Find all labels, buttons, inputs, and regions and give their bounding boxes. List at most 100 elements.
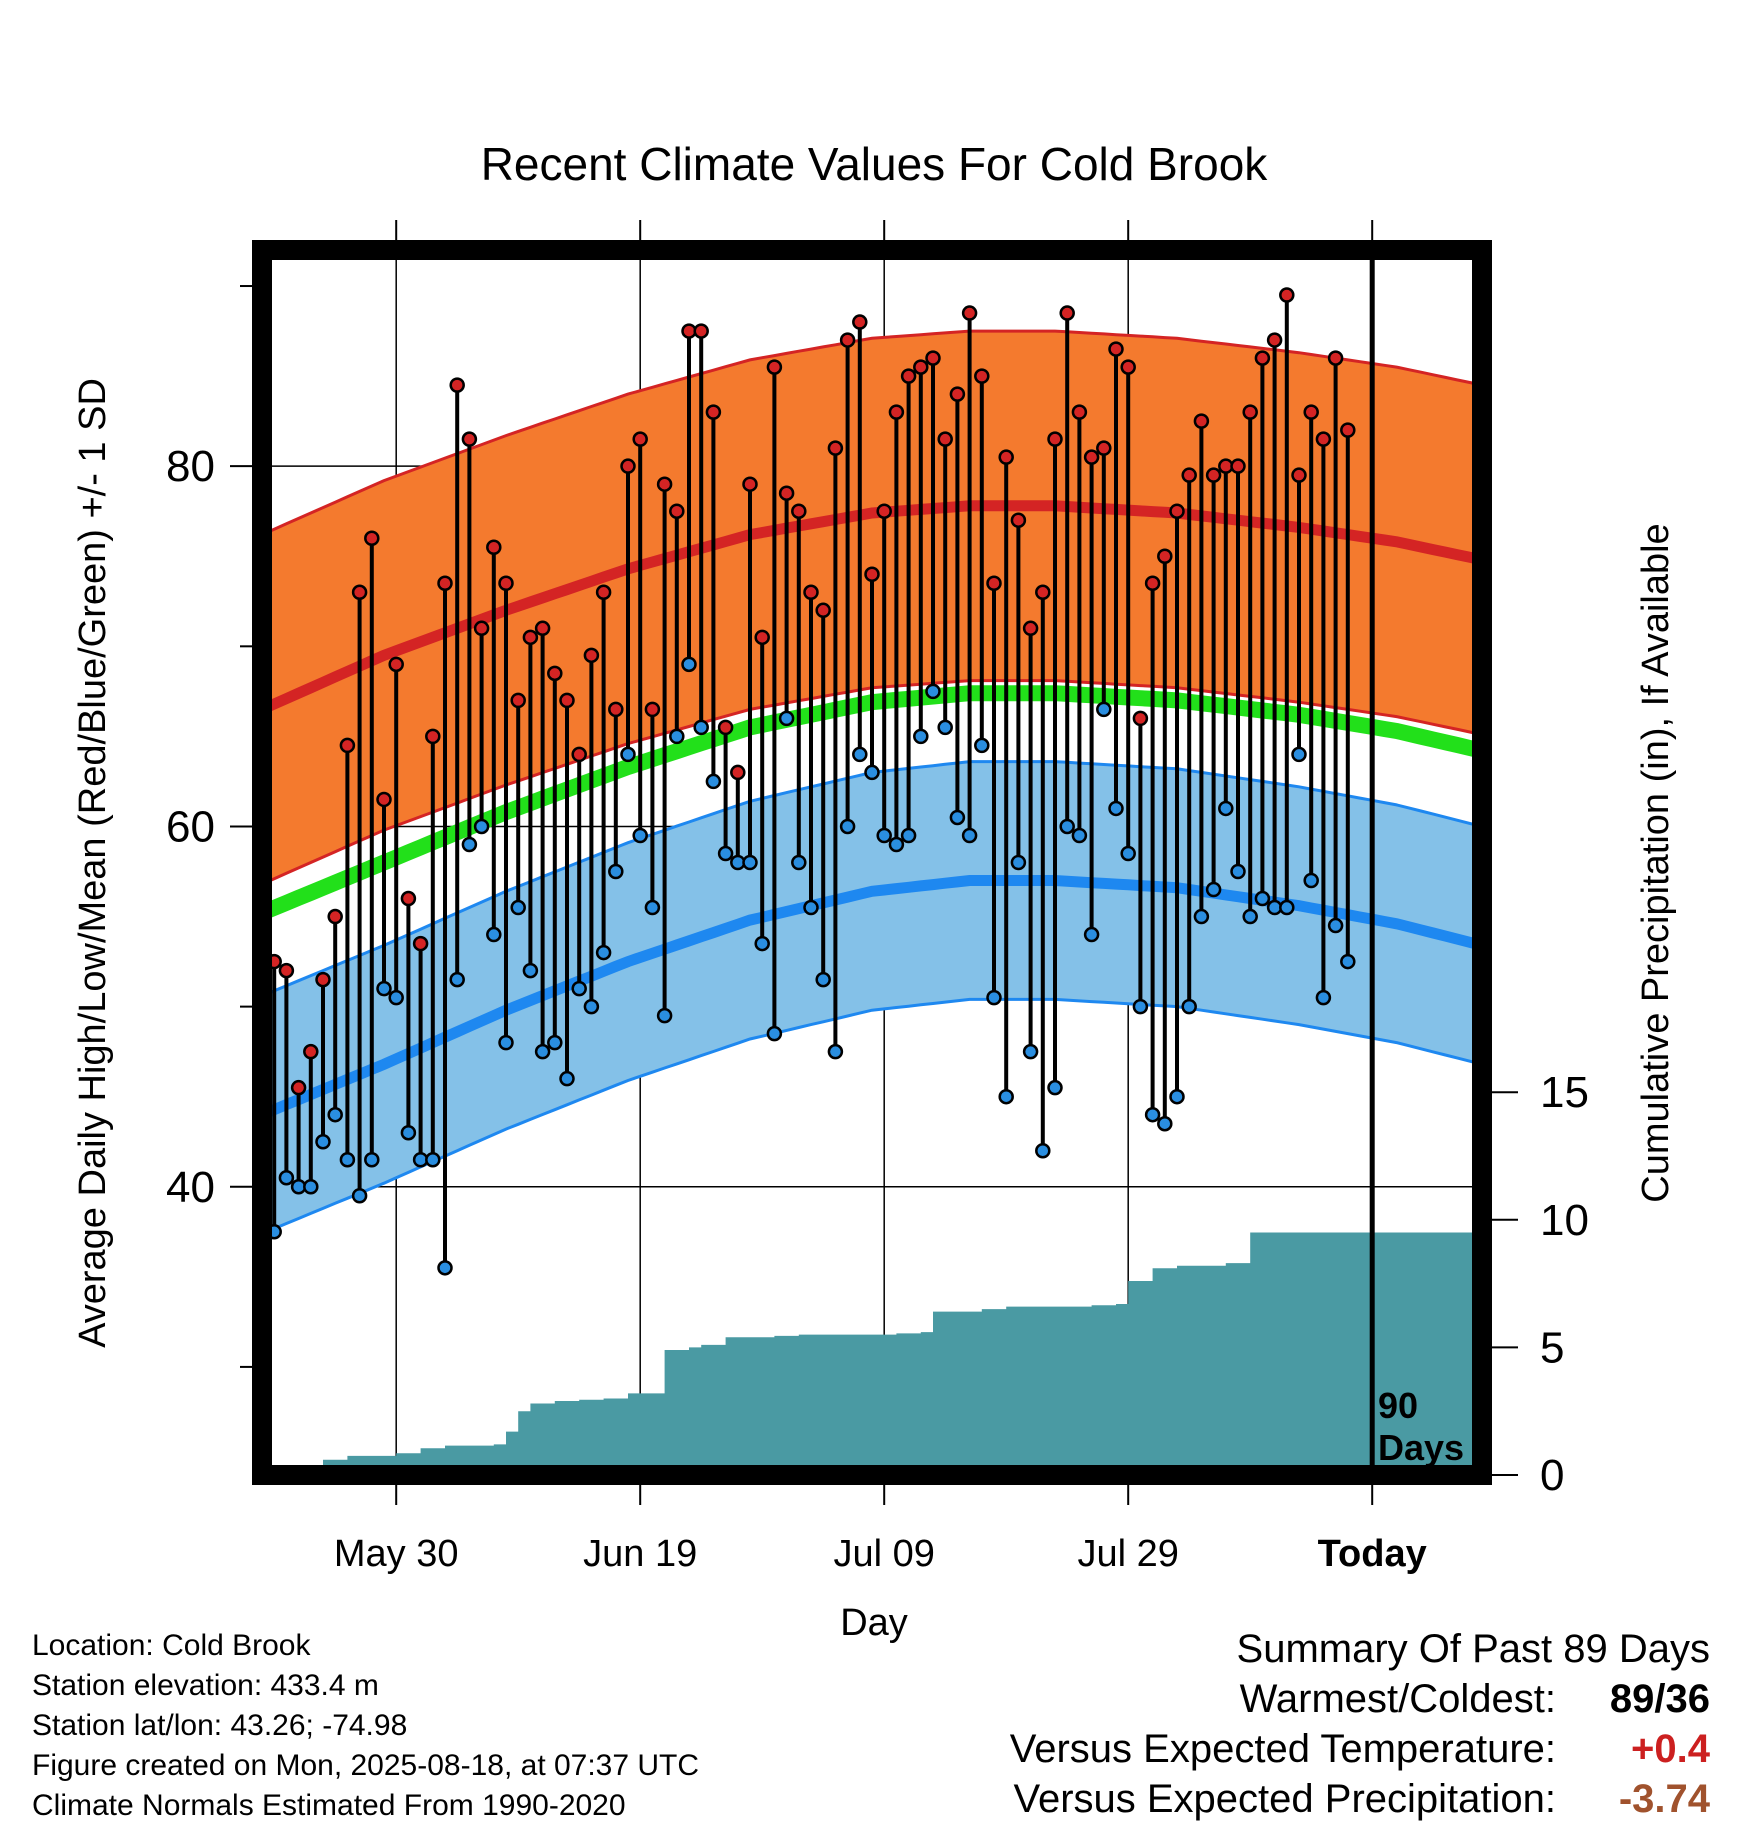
high-temp-point <box>425 728 441 745</box>
warm-cold-label: Warmest/Coldest: <box>1239 1677 1556 1721</box>
low-temp-point <box>937 719 953 736</box>
high-temp-point <box>974 368 990 384</box>
low-temp-point <box>437 1260 453 1276</box>
low-temp-point <box>827 1043 844 1060</box>
low-temp-point <box>1108 800 1124 817</box>
low-temp-point <box>1340 953 1356 970</box>
high-temp-point <box>1254 350 1271 366</box>
high-temp-point <box>1340 422 1356 438</box>
high-temp-point <box>1120 359 1136 375</box>
axes: May 30 Jun 19 Jul 09 Jul 29 Today 40 60 80 0 5 10 1… <box>166 220 1589 1575</box>
high-temp-point <box>852 314 868 330</box>
station-info: Location: Cold Brook Station elevation: … <box>32 1626 699 1826</box>
high-temp-point <box>412 935 429 952</box>
high-temp-point <box>571 746 587 763</box>
low-temp-point <box>1218 800 1234 817</box>
high-temp-point <box>998 449 1014 465</box>
low-temp-point <box>766 1025 783 1042</box>
high-temp-point <box>778 485 795 501</box>
low-temp-point <box>693 719 709 736</box>
y-tick-label-temp: 60 <box>166 802 215 851</box>
y-tick-label-temp: 40 <box>166 1163 215 1212</box>
warm-cold-value: 89/36 <box>1609 1677 1710 1721</box>
low-temp-point <box>742 854 758 871</box>
temp-anomaly-label: Versus Expected Temperature: <box>1009 1727 1556 1771</box>
low-temp-point <box>1035 1142 1051 1159</box>
high-temp-point <box>437 575 453 592</box>
x-axis-label: Day <box>840 1602 908 1644</box>
today-days-number: 90 <box>1378 1385 1418 1426</box>
high-temp-point <box>1303 404 1319 420</box>
high-temp-point <box>339 737 356 754</box>
high-temp-point <box>1022 620 1039 637</box>
high-temp-point <box>364 530 380 546</box>
low-temp-point <box>1279 899 1295 916</box>
low-temp-point <box>461 836 478 853</box>
low-temp-point <box>486 926 502 943</box>
low-temp-point <box>1144 1106 1161 1123</box>
low-temp-point <box>1315 989 1332 1006</box>
high-temp-point <box>290 1079 307 1096</box>
high-temp-point <box>913 359 929 375</box>
x-tick-label: Jul 09 <box>833 1533 934 1575</box>
high-temp-point <box>510 692 526 709</box>
high-temp-point <box>461 431 478 447</box>
high-temp-point <box>961 305 978 321</box>
y-axis-label-right: Cumulative Precipitation (in), If Availa… <box>1635 523 1677 1202</box>
low-temp-point <box>1059 818 1075 835</box>
low-temp-point <box>498 1034 514 1051</box>
low-temp-point <box>986 989 1002 1006</box>
normals-text: Climate Normals Estimated From 1990-2020 <box>32 1789 626 1822</box>
low-temp-point <box>1096 701 1112 718</box>
low-temp-point <box>339 1151 356 1168</box>
low-temp-point <box>1230 863 1246 880</box>
high-temp-point <box>1266 332 1283 348</box>
high-temp-point <box>803 584 819 601</box>
low-temp-point <box>351 1188 368 1204</box>
low-temp-point <box>1327 917 1344 934</box>
precip-anomaly-label: Versus Expected Precipitation: <box>1013 1777 1556 1821</box>
high-temp-point <box>1315 431 1332 447</box>
low-temp-point <box>888 836 905 853</box>
low-temp-point <box>717 845 734 862</box>
high-temp-point <box>815 602 831 619</box>
high-temp-point <box>925 350 941 366</box>
high-temp-point <box>900 368 917 384</box>
low-temp-point <box>1169 1088 1185 1105</box>
low-temp-point <box>681 656 697 673</box>
x-tick-label: May 30 <box>334 1533 459 1575</box>
high-temp-point <box>498 575 514 592</box>
y-tick-label-temp: 80 <box>166 442 215 491</box>
high-temp-point <box>547 665 563 682</box>
high-temp-point <box>754 629 770 646</box>
low-temp-point <box>839 818 856 835</box>
high-temp-point <box>730 764 746 781</box>
low-temp-point <box>388 989 404 1006</box>
low-temp-point <box>620 746 636 763</box>
low-temp-point <box>547 1034 563 1051</box>
low-temp-point <box>998 1088 1014 1105</box>
high-temp-point <box>986 575 1002 592</box>
low-temp-point <box>315 1133 331 1150</box>
low-temp-point <box>632 827 648 844</box>
created-text: Figure created on Mon, 2025-08-18, at 07… <box>32 1749 700 1782</box>
low-temp-point <box>473 818 490 835</box>
high-temp-point <box>1096 440 1112 456</box>
high-temp-point <box>888 404 905 420</box>
high-temp-point <box>620 458 636 474</box>
high-temp-point <box>1193 413 1210 429</box>
high-temp-point <box>376 791 392 808</box>
temp-anomaly-row: Versus Expected Temperature: +0.4 <box>1010 1724 1710 1774</box>
low-temp-point <box>571 980 587 997</box>
low-temp-point <box>1022 1043 1039 1060</box>
high-temp-point <box>522 629 539 646</box>
low-temp-point <box>400 1124 417 1141</box>
elevation-text: Station elevation: 433.4 m <box>32 1669 379 1702</box>
high-temp-point <box>1230 458 1246 474</box>
high-temp-point <box>864 566 880 583</box>
high-temp-point <box>1291 467 1307 483</box>
low-temp-point <box>595 944 612 961</box>
high-temp-point <box>1279 287 1295 303</box>
low-temp-point <box>925 683 941 700</box>
low-temp-point <box>303 1179 319 1195</box>
